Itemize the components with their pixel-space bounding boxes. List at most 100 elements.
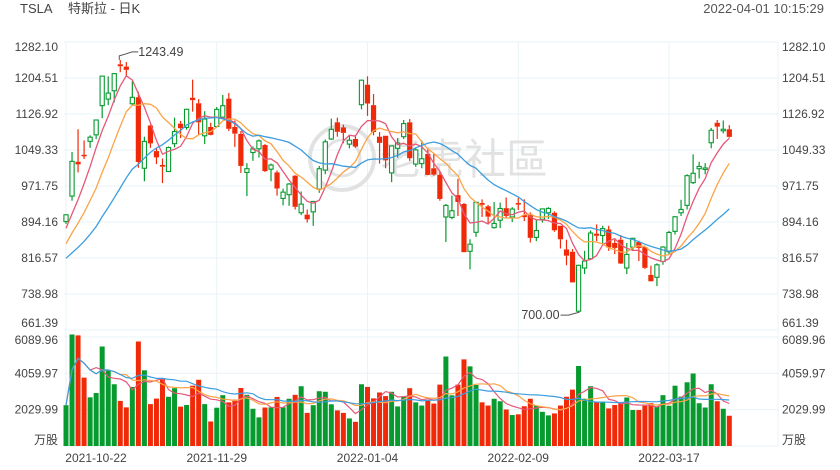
volume-bar bbox=[491, 398, 497, 446]
volume-unit-left: 万股 bbox=[34, 433, 58, 447]
volume-unit-right: 万股 bbox=[782, 433, 806, 447]
candle bbox=[202, 111, 208, 145]
candle bbox=[226, 93, 232, 132]
candle bbox=[515, 197, 521, 211]
volume-bar bbox=[365, 386, 370, 446]
volume-bar bbox=[256, 417, 262, 446]
volume-bar bbox=[166, 396, 172, 446]
candle-body-up bbox=[491, 222, 497, 229]
volume-bar bbox=[624, 397, 630, 446]
candle bbox=[328, 118, 334, 140]
candle-body-up bbox=[443, 204, 449, 218]
volume-bar bbox=[328, 404, 334, 446]
candle-body-up bbox=[401, 123, 407, 138]
volume-bar bbox=[298, 386, 304, 446]
volume-bar bbox=[431, 403, 437, 446]
candle bbox=[587, 230, 594, 260]
volume-bar bbox=[172, 388, 178, 446]
candle-body-up bbox=[684, 175, 690, 206]
volume-bar bbox=[720, 408, 726, 446]
candle-body-down bbox=[292, 175, 298, 207]
candle bbox=[557, 225, 564, 249]
volume-bar bbox=[449, 395, 455, 446]
volume-bar bbox=[238, 388, 244, 446]
candle-body-up bbox=[533, 229, 539, 238]
volume-bar bbox=[352, 421, 358, 446]
candle-body-up bbox=[654, 264, 660, 278]
volume-bar bbox=[141, 370, 147, 446]
candle-body-down bbox=[364, 84, 371, 104]
candle bbox=[407, 119, 413, 161]
volume-bar bbox=[292, 394, 298, 446]
volume-bar bbox=[636, 410, 642, 446]
candle-body-up bbox=[322, 141, 328, 171]
candle bbox=[714, 119, 720, 140]
candle bbox=[292, 175, 298, 210]
candle bbox=[322, 139, 328, 175]
volume-bar bbox=[310, 405, 316, 446]
candle-body-up bbox=[394, 142, 401, 149]
candle bbox=[196, 99, 202, 135]
candle-body-up bbox=[346, 139, 353, 145]
volume-bar bbox=[407, 388, 413, 446]
candle-body-up bbox=[413, 149, 419, 165]
volume-bar bbox=[563, 396, 569, 446]
volume-bar bbox=[214, 407, 220, 446]
volume-bar bbox=[642, 405, 648, 446]
candle bbox=[708, 127, 714, 149]
candle bbox=[208, 122, 214, 136]
candle-body-up bbox=[286, 183, 292, 196]
volume-bar bbox=[202, 404, 208, 446]
candle bbox=[533, 220, 539, 242]
candle-body-up bbox=[316, 168, 322, 190]
volume-bar bbox=[159, 378, 165, 446]
high-annotation-line bbox=[118, 51, 139, 60]
candle bbox=[75, 129, 81, 173]
candle-body-up bbox=[467, 243, 473, 252]
candle bbox=[600, 225, 606, 246]
candle-body-up bbox=[581, 260, 588, 269]
volume-bar bbox=[461, 359, 467, 446]
candle-body-down bbox=[147, 125, 154, 144]
volume-bar bbox=[551, 413, 557, 446]
candle-body-up bbox=[696, 165, 702, 170]
candle bbox=[310, 200, 316, 226]
high-annotation-label: 1243.49 bbox=[138, 45, 183, 59]
volume-bar bbox=[220, 395, 226, 446]
candle bbox=[702, 163, 708, 175]
candle-body-down bbox=[226, 98, 232, 129]
volume-bar bbox=[521, 406, 527, 446]
candle-body-up bbox=[298, 203, 304, 214]
volume-bar bbox=[316, 391, 322, 446]
volume-bar bbox=[244, 394, 250, 446]
candle-body-up bbox=[69, 160, 75, 197]
volume-bar bbox=[268, 407, 274, 446]
candle-body-up bbox=[600, 228, 606, 237]
candle-body-down bbox=[238, 133, 244, 166]
candle bbox=[612, 239, 618, 255]
volume-bar bbox=[226, 402, 232, 446]
volume-bar bbox=[178, 406, 184, 446]
candle bbox=[220, 94, 226, 119]
candle-body-down bbox=[527, 215, 533, 238]
candle-body-down bbox=[382, 135, 389, 161]
volume-bar bbox=[630, 410, 636, 446]
candle bbox=[648, 265, 654, 282]
candle-body-down bbox=[594, 233, 600, 236]
volume-bar bbox=[75, 335, 81, 446]
candle-body-up bbox=[666, 231, 672, 253]
volume-bar bbox=[509, 415, 515, 446]
volume-bar bbox=[389, 391, 395, 446]
volume-bar bbox=[576, 365, 582, 446]
candle-body-down bbox=[515, 203, 521, 205]
volume-bar bbox=[93, 393, 99, 446]
candle-body-down bbox=[551, 212, 558, 231]
candle-body-down bbox=[714, 122, 720, 127]
candle-body-up bbox=[93, 119, 99, 136]
candle bbox=[99, 75, 105, 119]
volume-bar bbox=[304, 412, 310, 446]
candle bbox=[81, 140, 87, 159]
price-tick-label-right: 894.16 bbox=[782, 215, 819, 229]
candle bbox=[581, 250, 588, 275]
